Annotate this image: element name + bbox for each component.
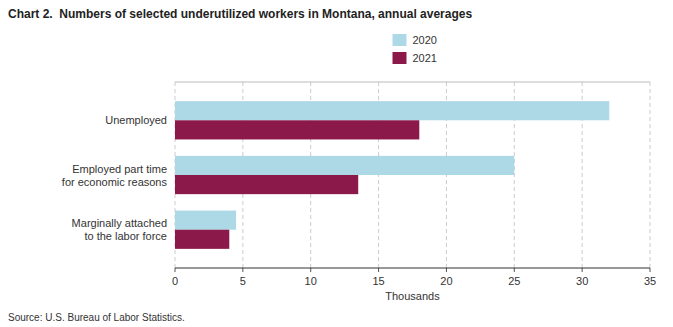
- tick-mark: [242, 268, 243, 272]
- bar: [175, 120, 419, 139]
- bar: [175, 211, 236, 230]
- title: Chart 2. Numbers of selected underutiliz…: [8, 7, 472, 21]
- category-label: Unemployed: [105, 114, 167, 126]
- tick-mark: [310, 268, 311, 272]
- legend-swatch: [393, 34, 407, 46]
- category-label: Marginally attachedto the labor force: [72, 217, 167, 242]
- tick-label: 25: [508, 275, 520, 287]
- category-label-line: Marginally attached: [72, 217, 167, 229]
- tick-label: 35: [644, 275, 656, 287]
- legend-label: 2020: [413, 34, 437, 46]
- x-axis-label: Thousands: [385, 290, 440, 302]
- tick-label: 20: [440, 275, 452, 287]
- grid-line: [650, 82, 651, 268]
- bar: [175, 101, 609, 120]
- tick-mark: [582, 268, 583, 272]
- tick-label: 15: [372, 275, 384, 287]
- category-label-line: to the labor force: [84, 230, 167, 242]
- category-label-line: Employed part time: [72, 163, 167, 175]
- tick-mark: [378, 268, 379, 272]
- chart: Chart 2. Numbers of selected underutiliz…: [0, 0, 673, 327]
- source: Source: U.S. Bureau of Labor Statistics.: [8, 312, 185, 323]
- legend-swatch: [393, 52, 407, 64]
- tick-mark: [514, 268, 515, 272]
- tick-label: 0: [172, 275, 178, 287]
- bar: [175, 175, 358, 194]
- bars: [175, 101, 609, 249]
- tick-label: 5: [240, 275, 246, 287]
- tick-mark: [175, 268, 176, 272]
- category-label: Employed part timefor economic reasons: [62, 163, 168, 188]
- tick-label: 10: [305, 275, 317, 287]
- category-label-line: Unemployed: [105, 114, 167, 126]
- bar: [175, 156, 514, 175]
- top-border: [175, 82, 650, 83]
- tick-mark: [446, 268, 447, 272]
- legend-label: 2021: [413, 52, 437, 64]
- tick-mark: [650, 268, 651, 272]
- category-label-line: for economic reasons: [62, 176, 168, 188]
- tick-label: 30: [576, 275, 588, 287]
- x-axis: [175, 268, 650, 269]
- bar: [175, 230, 229, 249]
